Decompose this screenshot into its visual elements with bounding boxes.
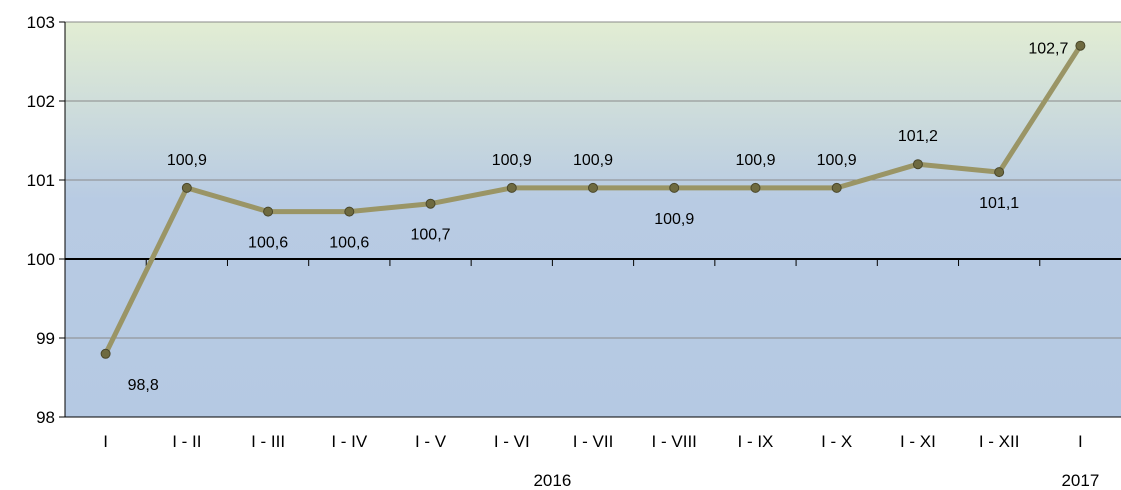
data-label: 100,7 (411, 227, 451, 244)
data-markers (100, 40, 1086, 359)
data-point (506, 182, 517, 193)
data-point (425, 198, 436, 209)
data-point (669, 182, 680, 193)
x-tick-label: I - X (821, 432, 852, 451)
data-label: 100,9 (735, 152, 775, 169)
data-point (100, 348, 111, 359)
data-label: 100,9 (492, 152, 532, 169)
tick-labels: 98 99 100 101 102 103 I I - II I - III I - IV I - … (27, 13, 1100, 490)
x-tick-label: I (103, 432, 108, 451)
x-tick-label: I - III (251, 432, 285, 451)
data-point (588, 182, 598, 193)
data-point (344, 206, 355, 217)
data-point (994, 167, 1005, 178)
data-label: 100,6 (329, 235, 369, 252)
year-label: 2016 (533, 471, 571, 490)
x-tick-label: I (1078, 432, 1083, 451)
x-tick-label: I - IX (738, 432, 774, 451)
data-point (263, 206, 274, 217)
x-tick-label: I - II (172, 432, 201, 451)
data-label: 100,9 (654, 211, 694, 228)
year-label: 2017 (1061, 471, 1099, 490)
x-tick-label: I - XI (900, 432, 936, 451)
y-tick-label: 101 (27, 171, 55, 190)
axes (59, 21, 1121, 418)
data-label: 100,6 (248, 235, 288, 252)
data-point (1075, 40, 1086, 51)
data-label: 98,8 (128, 377, 159, 394)
y-tick-label: 103 (27, 13, 55, 32)
y-tick-label: 102 (27, 92, 55, 111)
data-point (750, 182, 761, 193)
data-label: 101,1 (979, 195, 1019, 212)
x-tick-label: I - VIII (652, 432, 697, 451)
data-labels: 98,8 100,9 100,6 100,6 100,7 100,9 100,9 100,9 1… (128, 41, 1069, 394)
data-label: 100,9 (167, 152, 207, 169)
gridlines (65, 21, 1121, 339)
data-point (181, 182, 192, 193)
data-point (831, 182, 842, 193)
y-tick-label: 100 (27, 250, 55, 269)
x-tick-label: I - VI (494, 432, 530, 451)
data-label: 101,2 (898, 128, 938, 145)
y-tick-label: 99 (36, 329, 55, 348)
data-point (912, 159, 923, 170)
data-label: 100,9 (573, 152, 613, 169)
x-tick-label: I - VII (573, 432, 614, 451)
plot-area (65, 22, 1121, 417)
data-label: 102,7 (1028, 41, 1068, 58)
x-tick-label: I - IV (331, 432, 368, 451)
x-tick-label: I - XII (979, 432, 1020, 451)
x-tick-label: I - V (415, 432, 447, 451)
y-tick-label: 98 (36, 408, 55, 427)
data-label: 100,9 (817, 152, 857, 169)
